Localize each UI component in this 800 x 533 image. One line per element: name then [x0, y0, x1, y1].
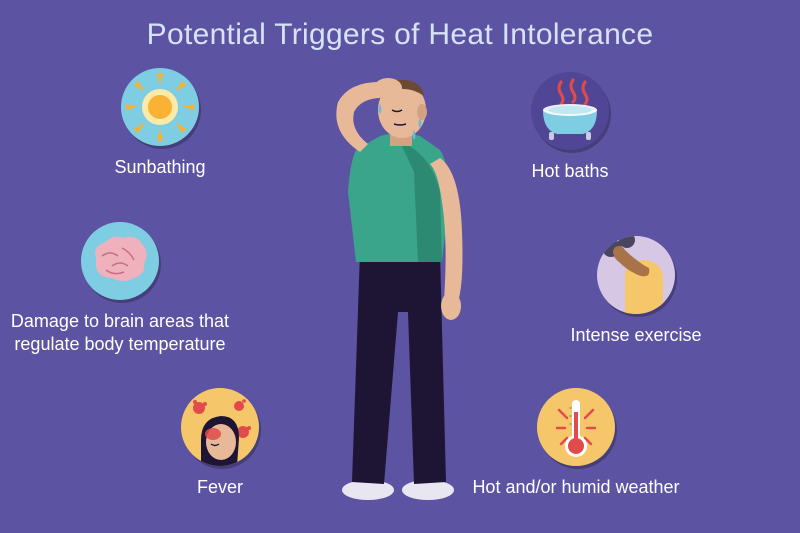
- item-brain-damage: Damage to brain areas that regulate body…: [0, 222, 250, 357]
- item-hot-weather: Hot and/or humid weather: [456, 388, 696, 499]
- exercise-icon: [597, 236, 675, 314]
- item-hot-baths: Hot baths: [470, 72, 670, 183]
- item-label: Intense exercise: [536, 324, 736, 347]
- item-label: Sunbathing: [60, 156, 260, 179]
- item-label: Fever: [140, 476, 300, 499]
- sun-icon: [121, 68, 199, 146]
- item-intense-exercise: Intense exercise: [536, 236, 736, 347]
- item-label: Damage to brain areas that regulate body…: [0, 310, 250, 357]
- page-title: Potential Triggers of Heat Intolerance: [0, 18, 800, 52]
- item-label: Hot baths: [470, 160, 670, 183]
- bath-icon: [531, 72, 609, 150]
- item-fever: Fever: [140, 388, 300, 499]
- thermometer-icon: [537, 388, 615, 466]
- infographic-canvas: Potential Triggers of Heat Intolerance: [0, 0, 800, 533]
- fever-icon: [181, 388, 259, 466]
- item-sunbathing: Sunbathing: [60, 68, 260, 179]
- brain-icon: [81, 222, 159, 300]
- item-label: Hot and/or humid weather: [456, 476, 696, 499]
